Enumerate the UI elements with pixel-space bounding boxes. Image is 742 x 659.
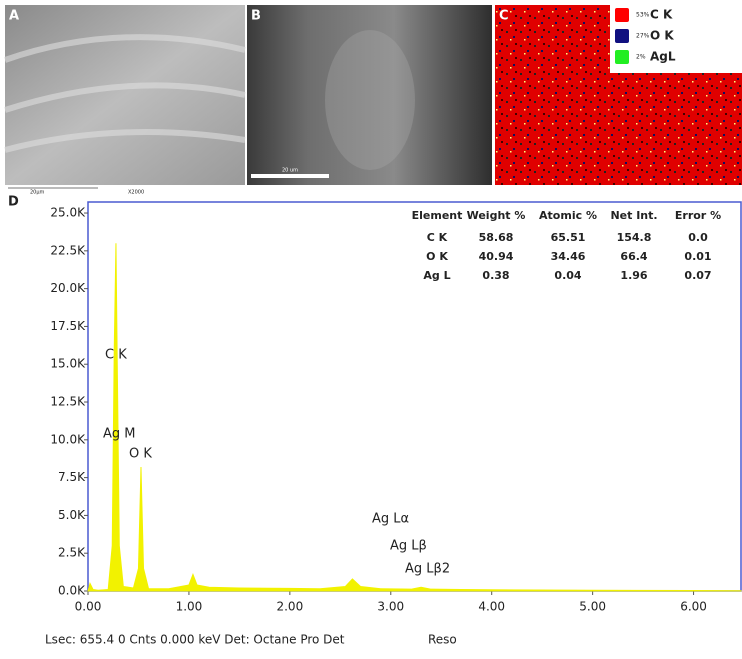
y-tick-label: 7.5K	[58, 470, 86, 484]
plot-frame	[87, 201, 742, 592]
y-tick-label: 2.5K	[58, 546, 86, 560]
x-tick-label: 3.00	[377, 600, 404, 614]
y-tick-label: 12.5K	[50, 395, 86, 409]
spectrum-area	[87, 243, 742, 592]
legend-label: O K	[650, 29, 674, 43]
x-tick-label: 4.00	[478, 600, 505, 614]
x-tick-label: 2.00	[276, 600, 303, 614]
table-cell: 0.38	[482, 269, 509, 282]
table-cell: 65.51	[551, 231, 586, 244]
table-cell: Ag L	[423, 269, 450, 282]
table-cell: 40.94	[479, 250, 514, 263]
mag-text: X2000	[128, 190, 144, 196]
panel-label: C	[499, 9, 509, 24]
footer-text: Reso	[428, 633, 457, 647]
table-cell: 34.46	[551, 250, 586, 263]
panel-label: D	[8, 195, 19, 210]
table-header: Element	[412, 209, 463, 222]
scale-bar	[251, 174, 329, 178]
scale-text: 20 um	[282, 168, 298, 174]
y-tick-label: 25.0K	[50, 206, 86, 220]
panel-label: A	[9, 9, 19, 24]
peak-label: Ag Lβ	[390, 539, 427, 554]
panel-label: B	[251, 9, 261, 24]
legend-swatch	[615, 50, 629, 64]
legend-percent: 27%	[636, 33, 650, 40]
table-cell: 66.4	[620, 250, 647, 263]
legend-label: C K	[650, 8, 673, 22]
x-tick-label: 0.00	[75, 600, 102, 614]
table-cell: C K	[427, 231, 448, 244]
footer-text: Lsec: 655.4 0 Cnts 0.000 keV Det: Octane…	[45, 633, 345, 647]
scale-text: 20μm	[30, 190, 45, 196]
y-tick-label: 15.0K	[50, 357, 86, 371]
panel-b-image	[247, 5, 492, 185]
y-tick-label: 10.0K	[50, 432, 86, 446]
table-cell: 0.04	[554, 269, 581, 282]
y-tick-label: 22.5K	[50, 243, 86, 257]
peak-label: Ag M	[103, 427, 136, 442]
legend-percent: 53%	[636, 12, 650, 19]
peak-label: C K	[105, 348, 127, 363]
peak-label: O K	[129, 447, 152, 462]
peak-label: Ag Lα	[372, 512, 409, 527]
y-tick-label: 5.0K	[58, 508, 86, 522]
table-header: Weight %	[467, 209, 526, 222]
table-cell: 0.07	[684, 269, 711, 282]
table-header: Net Int.	[610, 209, 657, 222]
fiber-texture	[4, 34, 246, 153]
x-tick-label: 6.00	[680, 600, 707, 614]
legend-box	[610, 5, 742, 73]
table-cell: 1.96	[620, 269, 647, 282]
particle-cluster	[325, 30, 415, 170]
panel-a-image	[5, 5, 245, 185]
legend-swatch	[615, 29, 629, 43]
legend-label: AgL	[650, 50, 676, 64]
table-cell: 154.8	[617, 231, 652, 244]
y-tick-label: 20.0K	[50, 281, 86, 295]
table-cell: O K	[426, 250, 448, 263]
table-header: Error %	[675, 209, 721, 222]
y-tick-label: 0.0K	[58, 584, 86, 598]
y-tick-label: 17.5K	[50, 319, 86, 333]
x-tick-label: 5.00	[579, 600, 606, 614]
table-cell: 0.01	[684, 250, 711, 263]
peak-label: Ag Lβ2	[405, 562, 450, 577]
legend-percent: 2%	[636, 54, 646, 61]
table-cell: 58.68	[479, 231, 514, 244]
table-cell: 0.0	[688, 231, 708, 244]
table-header: Atomic %	[539, 209, 597, 222]
legend-swatch	[615, 8, 629, 22]
x-tick-label: 1.00	[176, 600, 203, 614]
